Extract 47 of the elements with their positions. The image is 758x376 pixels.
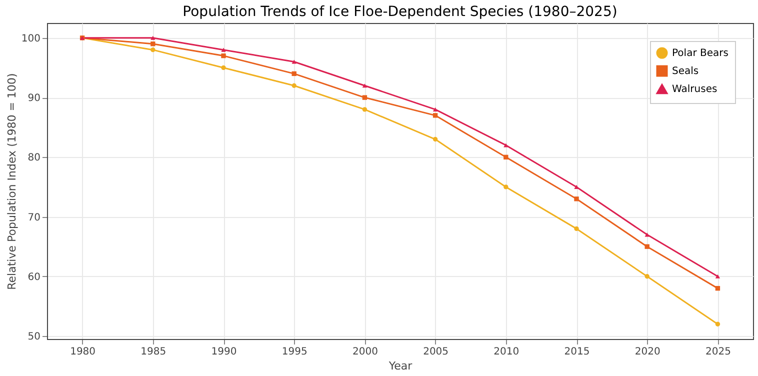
point [644,244,650,249]
y-tick-label: 70 [28,212,40,224]
y-tick-label: 100 [21,33,40,44]
point [715,286,720,291]
point [150,36,156,40]
point [644,274,650,279]
y-tick-label: 60 [28,272,40,283]
point [292,60,296,64]
x-axis-title: Year [388,360,413,372]
x-tick-label: 2005 [423,346,449,358]
legend-label: Walruses [672,84,718,95]
point [221,53,226,58]
point [504,154,508,160]
point [504,143,508,148]
x-tick-label: 1980 [70,346,96,358]
point [362,84,368,88]
point [362,107,368,112]
point [432,136,438,142]
point [221,65,226,70]
x-tick-label: 1985 [140,346,166,358]
chart-title: Population Trends of Ice Floe-Dependent Species (1980–2025) [182,4,618,20]
y-tick-label: 90 [28,93,40,104]
point [292,71,296,76]
x-tick-label: 2025 [705,346,731,358]
y-axis-title: Relative Population Index (1980 = 100) [5,73,18,290]
point [432,113,438,118]
y-tick-label: 80 [28,152,40,164]
point [150,42,156,46]
point [362,95,368,100]
x-tick-label: 1995 [282,346,308,358]
point [715,274,720,278]
point [504,184,508,190]
point [574,196,579,202]
x-tick-label: 2010 [494,346,520,358]
y-tick-label: 50 [28,332,40,343]
x-tick-label: 2000 [352,346,378,358]
point [150,47,156,52]
point [574,226,579,232]
x-tick-label: 2015 [564,346,590,358]
x-tick-label: 1990 [211,346,237,358]
point [292,83,296,88]
legend-label: Seals [672,66,699,77]
legend-label: Polar Bears [672,48,728,59]
point [715,322,720,326]
x-tick-label: 2020 [634,346,660,358]
point [432,107,438,112]
point [221,48,226,52]
